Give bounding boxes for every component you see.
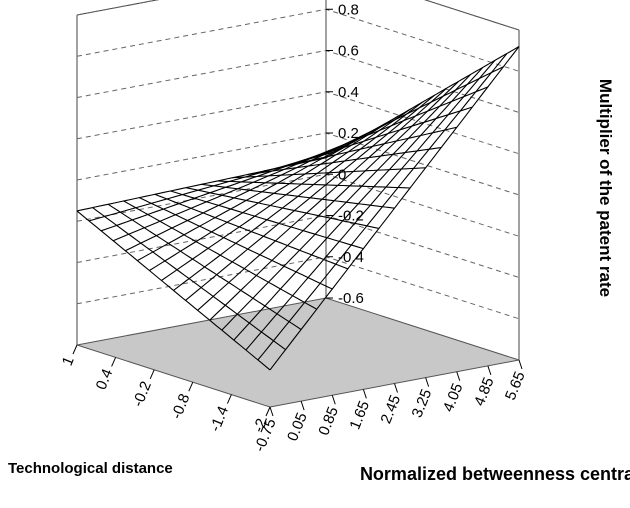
x-tick-mark — [425, 377, 430, 387]
y-tick-label: 0.4 — [93, 367, 117, 393]
mesh-line-y — [88, 150, 339, 222]
y-tick-label: -0.2 — [129, 379, 154, 409]
y-tick-mark — [188, 381, 194, 392]
z-gridline — [76, 8, 520, 72]
x-tick-label: 0.05 — [284, 410, 311, 443]
mesh-line-y — [161, 108, 411, 281]
z-tick-label: 0 — [338, 166, 346, 183]
y-tick-label: 1 — [59, 354, 78, 368]
mesh-line-y — [185, 94, 435, 301]
y-axis-title: Technological distance — [8, 460, 173, 477]
z-gridline — [76, 0, 520, 31]
mesh-line-y — [197, 87, 447, 311]
z-tick-label: -0.2 — [338, 208, 364, 225]
mesh-line-y — [173, 101, 423, 291]
mesh-line-y — [209, 80, 460, 321]
y-tick-label: -0.8 — [168, 391, 193, 421]
mesh-line-y — [233, 67, 484, 341]
z-axis-title: Multiplier of the patent rate — [596, 79, 615, 297]
mesh-line-y — [269, 46, 520, 371]
gridlines — [76, 0, 520, 320]
y-tick-label: -1.4 — [207, 404, 232, 434]
x-tick-label: 4.05 — [440, 381, 467, 414]
z-tick-label: 0.2 — [338, 125, 359, 142]
x-tick-mark — [394, 383, 398, 393]
z-gridline — [76, 49, 520, 113]
mesh-line-y — [257, 53, 508, 361]
x-tick-mark — [456, 371, 461, 381]
x-tick-label: 0.85 — [315, 404, 342, 437]
y-tick-mark — [149, 369, 155, 380]
z-tick-label: 0.4 — [338, 84, 359, 101]
y-tick-mark — [265, 406, 271, 417]
y-tick-mark — [72, 344, 78, 355]
mesh-line-y — [149, 115, 399, 271]
z-axis-ticks: -0.6-0.4-0.200.20.40.60.81 — [326, 1, 364, 307]
x-tick-mark — [269, 406, 274, 417]
x-tick-label: 5.65 — [502, 369, 529, 402]
x-tick-mark — [300, 400, 305, 411]
surface-mesh — [76, 46, 520, 371]
x-tick-mark — [331, 395, 336, 405]
x-tick-mark — [518, 359, 523, 370]
x-tick-mark — [362, 389, 367, 399]
mesh-line-y — [100, 143, 351, 232]
z-gridline — [76, 214, 520, 278]
x-tick-label: 1.65 — [346, 399, 373, 432]
mesh-line-y — [221, 73, 472, 331]
mesh-line-y — [76, 157, 327, 212]
x-tick-label: 2.45 — [378, 393, 405, 426]
x-tick-label: 4.85 — [471, 375, 498, 408]
z-tick-label: 0.6 — [338, 43, 359, 60]
y-tick-mark — [226, 394, 232, 404]
mesh-line-y — [245, 60, 496, 351]
z-tick-label: -0.6 — [338, 290, 364, 307]
wall-edge — [76, 0, 520, 31]
z-tick-label: 0.8 — [338, 1, 359, 18]
y-tick-label: -2 — [250, 416, 271, 435]
x-tick-mark — [487, 365, 492, 376]
y-tick-mark — [111, 357, 117, 367]
x-tick-label: 3.25 — [409, 387, 436, 420]
x-axis-title: Normalized betweenness centrality — [360, 464, 630, 484]
z-tick-label: -0.4 — [338, 249, 364, 266]
